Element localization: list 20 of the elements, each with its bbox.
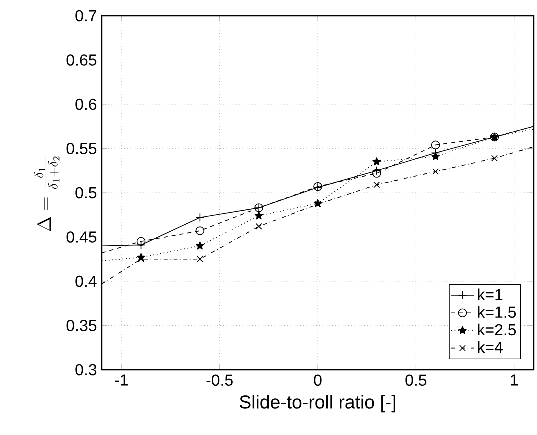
y-axis-title: $\Delta = \frac{\delta_1}{\delta_1+\delta_2}$	[34, 155, 60, 232]
x-tick-label: -0.5	[206, 374, 233, 386]
legend-label: k=4	[478, 342, 503, 354]
x-tick-label: -1	[115, 374, 128, 386]
x-axis-title: Slide-to-roll ratio [-]	[240, 395, 396, 413]
y-tick-label: 0.6	[76, 98, 97, 110]
x-tick-label: 0	[314, 374, 322, 386]
x-tick-label: 0.5	[406, 374, 427, 386]
legend-label: k=1	[478, 288, 503, 300]
y-tick-label: 0.65	[66, 54, 97, 66]
y-tick-label: 0.4	[76, 276, 97, 288]
y-tick-label: 0.35	[66, 320, 97, 332]
y-tick-label: 0.45	[66, 232, 97, 243]
y-tick-label: 0.55	[66, 143, 97, 154]
x-tick-label: 1	[511, 374, 518, 386]
y-tick-label: 0.3	[76, 364, 97, 376]
y-tick-label: 0.5	[76, 187, 97, 199]
legend-label: k=1.5	[478, 306, 516, 318]
y-tick-label: 0.7	[76, 10, 96, 22]
legend-label: k=2.5	[478, 324, 516, 336]
